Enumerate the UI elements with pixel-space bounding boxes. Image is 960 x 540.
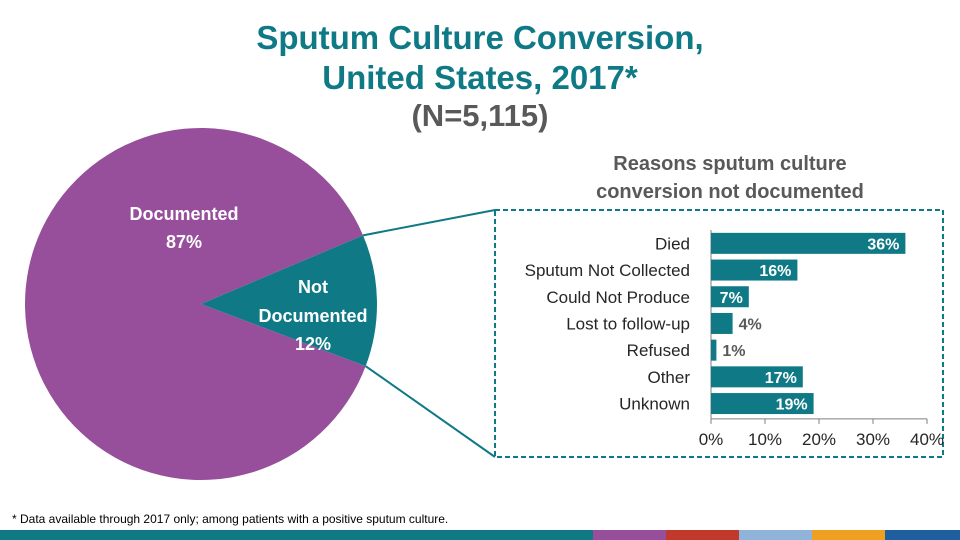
bar-other <box>711 366 803 388</box>
bar-value-label: 16% <box>759 263 791 280</box>
pie-value-not-documented: 12% <box>295 334 331 354</box>
strip-segment <box>0 530 593 540</box>
bar-x-tick-label: 40% <box>910 430 944 449</box>
bar-value-label: 17% <box>765 370 797 387</box>
callout-line-bottom <box>365 365 496 458</box>
bar-x-tick-label: 0% <box>699 430 724 449</box>
pie-label-not-documented-line2: Documented <box>258 306 367 326</box>
title-line-2: United States, 2017* <box>322 59 638 96</box>
bar-category-label: Refused <box>627 341 690 360</box>
bar-could-not-produce <box>711 286 749 308</box>
chart-subtitle: (N=5,115) <box>411 98 549 133</box>
bar-category-label: Died <box>655 234 690 253</box>
title-line-1: Sputum Culture Conversion, <box>256 19 704 56</box>
bar-value-label: 1% <box>722 343 745 360</box>
footnote: * Data available through 2017 only; amon… <box>12 512 449 526</box>
pie-label-documented: Documented <box>129 204 238 224</box>
strip-segment <box>885 530 960 540</box>
bar-unknown <box>711 393 814 415</box>
bar-category-label: Unknown <box>619 395 690 414</box>
callout-line-top <box>362 209 496 237</box>
bar-refused <box>711 339 717 361</box>
pie-value-documented: 87% <box>166 232 202 252</box>
strip-segment <box>593 530 666 540</box>
chart-title: Sputum Culture Conversion, United States… <box>0 18 960 98</box>
bottom-color-strip <box>0 530 960 540</box>
bar-died <box>711 232 906 254</box>
pie-slice-not-documented <box>201 235 378 367</box>
bar-value-label: 36% <box>867 236 899 253</box>
pie-label-not-documented-line1: Not <box>298 277 328 297</box>
bar-chart-title: Reasons sputum culture conversion not do… <box>560 150 900 206</box>
bar-lost-to-follow-up <box>711 312 733 334</box>
bar-title-line-2: conversion not documented <box>596 181 864 203</box>
bar-x-tick-label: 10% <box>748 430 782 449</box>
strip-segment <box>812 530 885 540</box>
pie-slice-documented <box>25 128 366 481</box>
bar-category-label: Sputum Not Collected <box>525 261 690 280</box>
bar-sputum-not-collected <box>711 259 798 281</box>
bar-title-line-1: Reasons sputum culture <box>613 153 847 175</box>
bar-x-tick-label: 20% <box>802 430 836 449</box>
strip-segment <box>666 530 739 540</box>
bar-value-label: 4% <box>739 316 762 333</box>
bar-x-tick-label: 30% <box>856 430 890 449</box>
bar-value-label: 19% <box>776 397 808 414</box>
strip-segment <box>739 530 812 540</box>
bar-category-label: Lost to follow-up <box>566 314 690 333</box>
bar-category-label: Could Not Produce <box>546 288 690 307</box>
bar-value-label: 7% <box>720 290 743 307</box>
callout-box <box>494 209 944 458</box>
bar-category-label: Other <box>647 368 690 387</box>
